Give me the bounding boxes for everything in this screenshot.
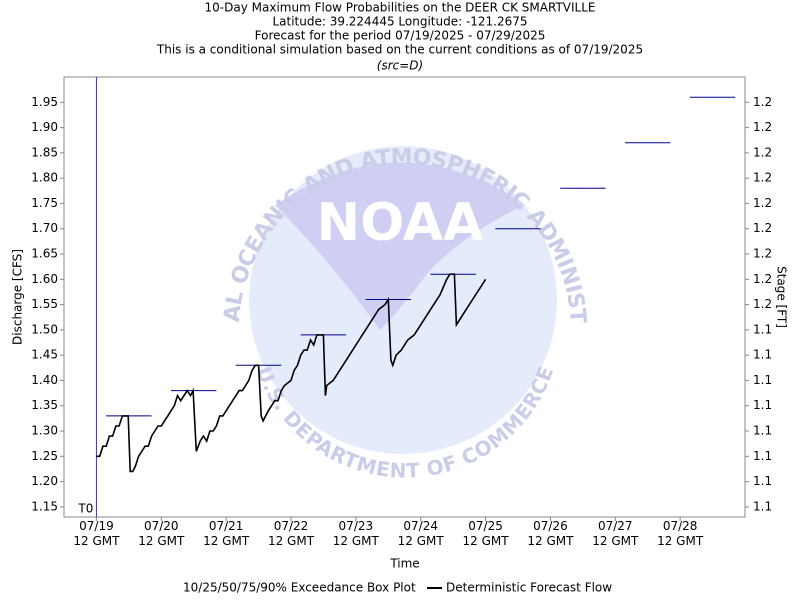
y-tick-label: 1.50 xyxy=(31,322,58,336)
x-tick-label: 07/23 12 GMT xyxy=(332,519,379,548)
y2-tick-label: 1.1 xyxy=(753,424,772,438)
x-tick-label: 07/25 12 GMT xyxy=(462,519,509,548)
y-tick-label: 1.95 xyxy=(31,95,58,109)
y2-tick-label: 1.1 xyxy=(753,499,772,513)
x-tick-label: 07/26 12 GMT xyxy=(527,519,574,548)
y-tick-label: 1.85 xyxy=(31,145,58,159)
y-tick-label: 1.75 xyxy=(31,196,58,210)
x-tick-label: 07/24 12 GMT xyxy=(397,519,444,548)
y-tick-label: 1.15 xyxy=(31,499,58,513)
legend-label: Deterministic Forecast Flow xyxy=(446,581,612,595)
y2-tick-label: 1.2 xyxy=(753,247,772,261)
y-tick-label: 1.80 xyxy=(31,171,58,185)
y2-tick-label: 1.2 xyxy=(753,120,772,134)
y-tick-label: 1.40 xyxy=(31,373,58,387)
y2-axis-title: Stage [FT] xyxy=(775,266,789,328)
y2-tick-label: 1.1 xyxy=(753,398,772,412)
chart-title: 10-Day Maximum Flow Probabilities on the… xyxy=(205,1,596,15)
y2-tick-label: 1.1 xyxy=(753,449,772,463)
x-tick-label: 07/19 12 GMT xyxy=(73,519,120,548)
forecast-line xyxy=(96,273,487,473)
y2-tick-label: 1.2 xyxy=(753,171,772,185)
y-tick-label: 1.70 xyxy=(31,221,58,235)
t0-label: T0 xyxy=(77,502,93,516)
y-tick-label: 1.35 xyxy=(31,398,58,412)
watermark: NOAA NATIONAL OCEANIC AND ATMOSPHERIC AD… xyxy=(0,0,590,482)
y-tick-label: 1.90 xyxy=(31,120,58,134)
y2-tick-label: 1.1 xyxy=(753,474,772,488)
x-tick-label: 07/21 12 GMT xyxy=(203,519,250,548)
x-tick-label: 07/27 12 GMT xyxy=(592,519,639,548)
watermark-logo: NOAA xyxy=(317,193,484,253)
plot-frame xyxy=(63,76,746,518)
y-tick-label: 1.45 xyxy=(31,348,58,362)
y-tick-label: 1.65 xyxy=(31,247,58,261)
x-axis-title: Time xyxy=(389,557,419,571)
subtitle: Forecast for the period 07/19/2025 - 07/… xyxy=(255,29,546,43)
y2-tick-label: 1.2 xyxy=(753,95,772,109)
x-tick-label: 07/22 12 GMT xyxy=(267,519,315,548)
subtitle: This is a conditional simulation based o… xyxy=(156,43,643,57)
y2-tick-label: 1.1 xyxy=(753,373,772,387)
y-axis-title: Discharge [CFS] xyxy=(11,249,25,345)
y2-tick-label: 1.2 xyxy=(753,221,772,235)
legend-label: 10/25/50/75/90% Exceedance Box Plot xyxy=(183,581,416,595)
y2-tick-label: 1.1 xyxy=(753,348,772,362)
y-tick-label: 1.25 xyxy=(31,449,58,463)
subtitle: Latitude: 39.224445 Longitude: -121.2675 xyxy=(272,15,527,29)
x-tick-label: 07/20 12 GMT xyxy=(138,519,185,548)
y-tick-label: 1.30 xyxy=(31,424,58,438)
y2-tick-label: 1.2 xyxy=(753,145,772,159)
y-tick-label: 1.60 xyxy=(31,272,58,286)
y-tick-label: 1.20 xyxy=(31,474,58,488)
y2-tick-label: 1.2 xyxy=(753,196,772,210)
y-tick-label: 1.55 xyxy=(31,297,58,311)
x-tick-label: 07/28 12 GMT xyxy=(657,519,704,548)
y2-tick-label: 1.2 xyxy=(753,272,772,286)
y2-tick-label: 1.2 xyxy=(753,297,772,311)
subtitle: (src=D) xyxy=(377,59,423,73)
y2-tick-label: 1.1 xyxy=(753,322,772,336)
